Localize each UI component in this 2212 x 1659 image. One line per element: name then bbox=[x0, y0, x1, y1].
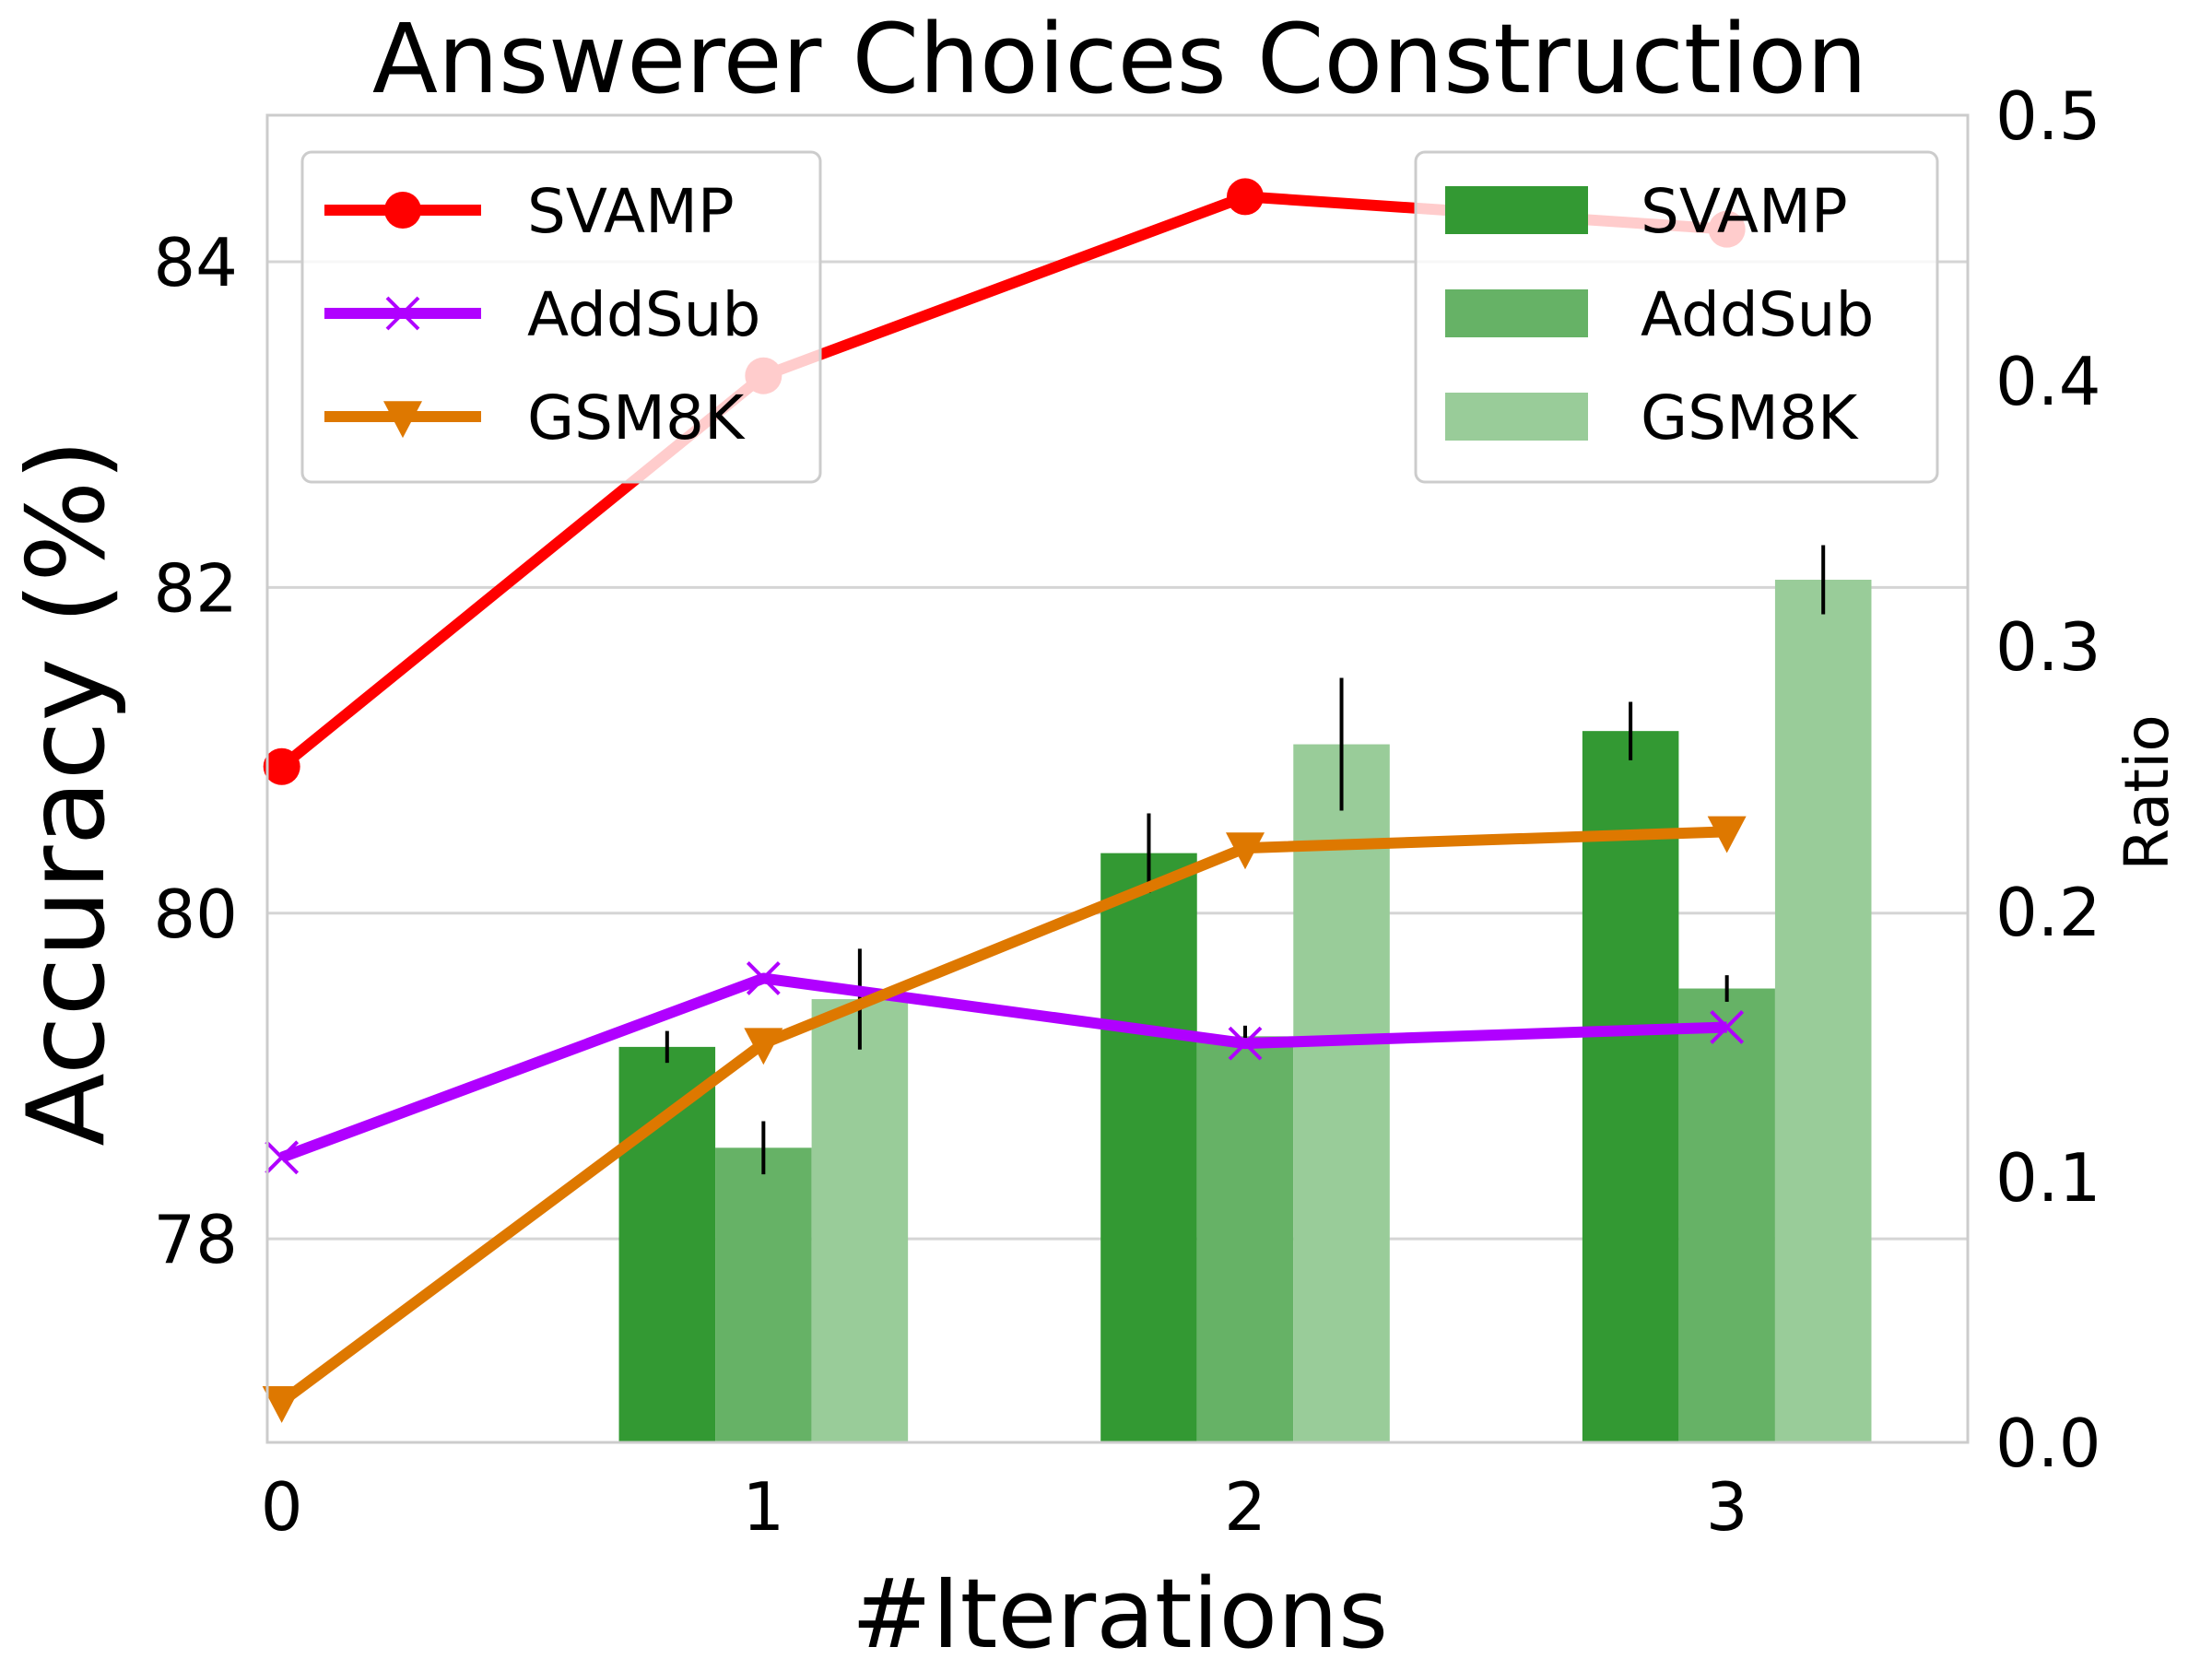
point-svamp-0 bbox=[263, 747, 300, 785]
legend-lines-frame bbox=[300, 150, 822, 484]
point-gsm8k-1 bbox=[744, 1028, 783, 1065]
legend-bar-label-addsub: AddSub bbox=[1641, 279, 1874, 350]
legend-marker-gsm8k bbox=[383, 401, 422, 439]
legend-bar-label-svamp: SVAMP bbox=[1641, 176, 1848, 247]
bar-gsm8k-2 bbox=[1293, 744, 1390, 1442]
point-addsub-1 bbox=[746, 961, 781, 995]
legend-label-addsub: AddSub bbox=[527, 279, 760, 350]
chart-title: Answerer Choices Construction bbox=[372, 3, 1867, 115]
bar-addsub-2 bbox=[1196, 1036, 1294, 1442]
point-gsm8k-2 bbox=[1226, 832, 1265, 870]
legend-swatch-gsm8k bbox=[1445, 393, 1588, 441]
y-right-tick-0.3: 0.3 bbox=[1995, 608, 2101, 686]
bar-svamp-1 bbox=[618, 1046, 716, 1442]
y-right-tick-0.5: 0.5 bbox=[1995, 77, 2101, 155]
y-right-tick-0.4: 0.4 bbox=[1995, 343, 2101, 420]
bar-gsm8k-3 bbox=[1774, 580, 1872, 1442]
bar-gsm8k-1 bbox=[811, 999, 909, 1442]
y-left-tick-labels: 78 80 82 84 bbox=[153, 224, 238, 1278]
y-left-tick-84: 84 bbox=[153, 224, 238, 301]
plot-frame bbox=[265, 113, 1970, 1444]
y-left-tick-80: 80 bbox=[153, 876, 238, 953]
x-tick-0: 0 bbox=[261, 1468, 303, 1546]
bar-addsub-1 bbox=[715, 1147, 812, 1442]
point-addsub-3 bbox=[1710, 1010, 1745, 1044]
y-right-tick-0.2: 0.2 bbox=[1995, 874, 2101, 951]
bar-svamp-3 bbox=[1582, 731, 1679, 1442]
bar-svamp-2 bbox=[1100, 853, 1197, 1442]
point-addsub-0 bbox=[265, 1140, 300, 1175]
y-right-tick-0.0: 0.0 bbox=[1995, 1405, 2101, 1482]
legend-label-gsm8k: GSM8K bbox=[527, 382, 746, 453]
point-addsub-2 bbox=[1228, 1026, 1263, 1061]
x-tick-1: 1 bbox=[742, 1468, 784, 1546]
y-left-axis-label: Accuracy (%) bbox=[5, 439, 129, 1146]
y-right-axis-label: Ratio bbox=[2112, 714, 2183, 870]
legend-marker-addsub bbox=[385, 296, 420, 331]
x-tick-2: 2 bbox=[1224, 1468, 1266, 1546]
x-tick-3: 3 bbox=[1706, 1468, 1748, 1546]
legend-bar-label-gsm8k: GSM8K bbox=[1641, 382, 1859, 453]
point-gsm8k-3 bbox=[1707, 816, 1747, 853]
legend-swatch-addsub bbox=[1445, 289, 1588, 337]
line-gsm8k bbox=[278, 826, 1727, 1406]
legend-marker-svamp bbox=[384, 192, 421, 229]
bar-addsub-3 bbox=[1678, 988, 1775, 1442]
legend-label-svamp: SVAMP bbox=[527, 176, 735, 247]
line-addsub bbox=[279, 972, 1727, 1163]
point-svamp-2 bbox=[1227, 178, 1265, 216]
y-left-tick-78: 78 bbox=[153, 1201, 238, 1278]
y-left-tick-82: 82 bbox=[153, 549, 238, 627]
y-right-tick-labels: 0.0 0.1 0.2 0.3 0.4 0.5 bbox=[1995, 77, 2101, 1482]
legend-bars: SVAMP AddSub GSM8K bbox=[1414, 150, 1939, 484]
x-tick-labels: 0 1 2 3 bbox=[261, 1468, 1748, 1546]
bar-group bbox=[618, 580, 1872, 1442]
point-gsm8k-0 bbox=[262, 1386, 301, 1423]
y-right-tick-0.1: 0.1 bbox=[1995, 1139, 2101, 1217]
x-axis-label: #Iterations bbox=[852, 1558, 1388, 1659]
legend-lines: SVAMP AddSub GSM8K bbox=[300, 150, 822, 484]
legend-swatch-svamp bbox=[1445, 186, 1588, 234]
